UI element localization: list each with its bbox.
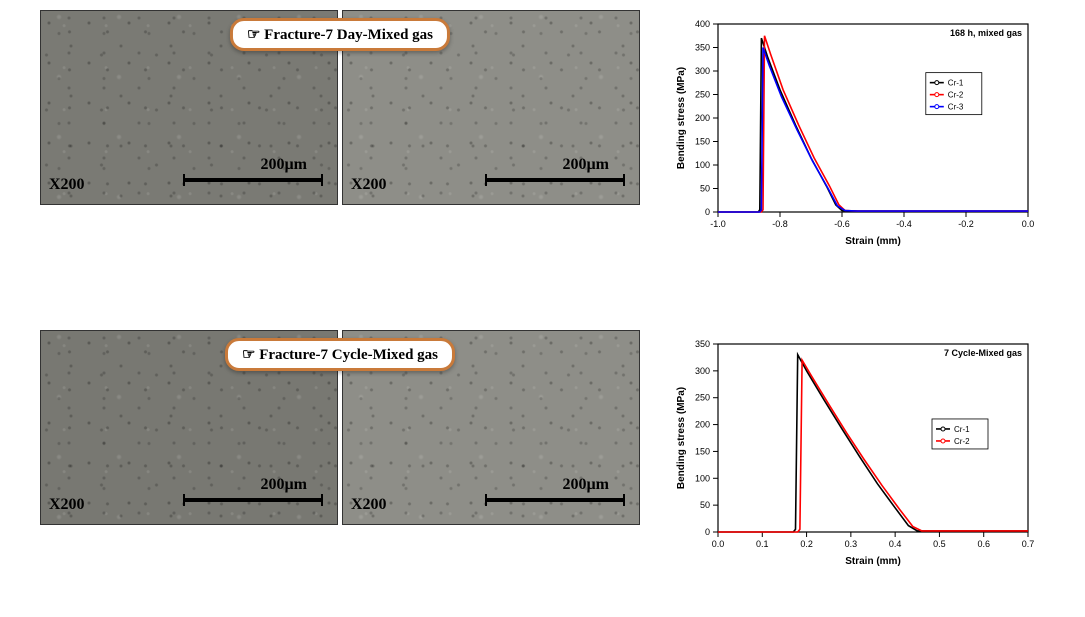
scale-label: 200µm	[562, 476, 609, 494]
svg-text:0: 0	[705, 527, 710, 537]
svg-text:-1.0: -1.0	[710, 219, 726, 229]
figure-row-2: Fracture-7 Cycle-Mixed gas X200 200µm X2…	[40, 330, 1040, 570]
svg-text:0.7: 0.7	[1022, 539, 1035, 549]
svg-text:150: 150	[695, 446, 710, 456]
svg-text:-0.2: -0.2	[958, 219, 974, 229]
svg-text:0.5: 0.5	[933, 539, 946, 549]
scale-bar	[183, 498, 323, 502]
scale-bar	[183, 178, 323, 182]
svg-text:Bending stress (MPa): Bending stress (MPa)	[676, 67, 687, 169]
caption-pill-2: Fracture-7 Cycle-Mixed gas	[225, 338, 455, 371]
svg-text:Cr-1: Cr-1	[954, 425, 970, 434]
svg-text:Strain (mm): Strain (mm)	[845, 556, 901, 567]
svg-text:200: 200	[695, 113, 710, 123]
svg-text:168 h, mixed gas: 168 h, mixed gas	[950, 28, 1022, 38]
svg-text:0: 0	[705, 207, 710, 217]
magnification-label: X200	[49, 176, 85, 194]
svg-text:300: 300	[695, 366, 710, 376]
svg-text:400: 400	[695, 19, 710, 29]
svg-text:0.0: 0.0	[712, 539, 725, 549]
svg-text:Cr-2: Cr-2	[954, 437, 970, 446]
svg-text:100: 100	[695, 473, 710, 483]
svg-text:200: 200	[695, 420, 710, 430]
scale-label: 200µm	[562, 156, 609, 174]
sem-pair-1: Fracture-7 Day-Mixed gas X200 200µm X200…	[40, 10, 640, 205]
svg-text:350: 350	[695, 43, 710, 53]
scale-label: 200µm	[260, 156, 307, 174]
magnification-label: X200	[351, 176, 387, 194]
svg-text:250: 250	[695, 90, 710, 100]
svg-text:Strain (mm): Strain (mm)	[845, 236, 901, 247]
svg-text:100: 100	[695, 160, 710, 170]
scale-bar	[485, 498, 625, 502]
svg-text:0.0: 0.0	[1022, 219, 1035, 229]
scale-label: 200µm	[260, 476, 307, 494]
svg-text:0.4: 0.4	[889, 539, 902, 549]
svg-text:Cr-3: Cr-3	[948, 103, 964, 112]
svg-text:7 Cycle-Mixed gas: 7 Cycle-Mixed gas	[944, 348, 1022, 358]
svg-text:350: 350	[695, 339, 710, 349]
svg-text:Cr-2: Cr-2	[948, 91, 964, 100]
svg-text:50: 50	[700, 184, 710, 194]
svg-text:Cr-1: Cr-1	[948, 79, 964, 88]
svg-text:150: 150	[695, 137, 710, 147]
svg-text:50: 50	[700, 500, 710, 510]
stress-strain-chart-2: 0.0 0.1 0.2 0.3 0.4 0.5 0.6 0.7 0 50 100 150 200 250 3…	[670, 330, 1040, 570]
caption-pill-1: Fracture-7 Day-Mixed gas	[230, 18, 450, 51]
svg-text:-0.6: -0.6	[834, 219, 850, 229]
svg-text:0.6: 0.6	[977, 539, 990, 549]
svg-text:-0.4: -0.4	[896, 219, 912, 229]
svg-text:0.1: 0.1	[756, 539, 769, 549]
svg-text:0.2: 0.2	[800, 539, 813, 549]
svg-text:250: 250	[695, 393, 710, 403]
svg-text:Bending stress (MPa): Bending stress (MPa)	[676, 387, 687, 489]
scale-bar	[485, 178, 625, 182]
svg-text:0.3: 0.3	[845, 539, 858, 549]
magnification-label: X200	[351, 496, 387, 514]
svg-text:-0.8: -0.8	[772, 219, 788, 229]
magnification-label: X200	[49, 496, 85, 514]
stress-strain-chart-1: -1.0 -0.8 -0.6 -0.4 -0.2 0.0 0 50 100 150 200 250 30…	[670, 10, 1040, 250]
sem-pair-2: Fracture-7 Cycle-Mixed gas X200 200µm X2…	[40, 330, 640, 525]
figure-row-1: Fracture-7 Day-Mixed gas X200 200µm X200…	[40, 10, 1040, 250]
svg-text:300: 300	[695, 66, 710, 76]
